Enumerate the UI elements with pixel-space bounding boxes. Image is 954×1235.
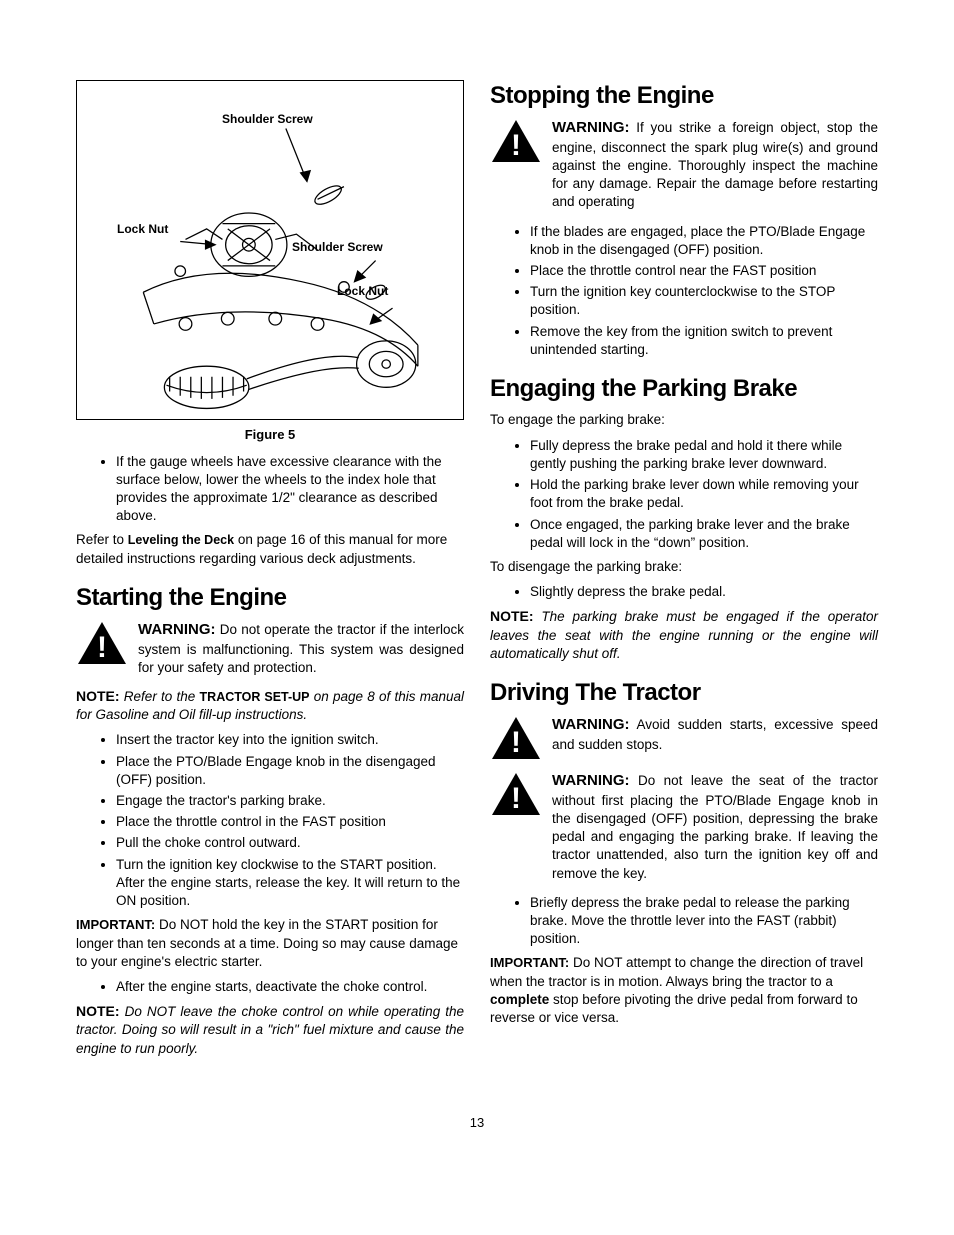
warning-text: WARNING: Avoid sudden starts, excessive … bbox=[552, 715, 878, 761]
refer-leveling-para: Refer to Leveling the Deck on page 16 of… bbox=[76, 531, 464, 567]
list-item: Hold the parking brake lever down while … bbox=[530, 475, 878, 512]
tractor-setup-ref: TRACTOR SET-UP bbox=[200, 690, 310, 704]
stopping-warning-block: ! WARNING: If you strike a foreign objec… bbox=[490, 118, 878, 211]
stopping-bullets: If the blades are engaged, place the PTO… bbox=[490, 222, 878, 360]
list-item: Turn the ignition key clockwise to the S… bbox=[116, 855, 464, 911]
text: Refer to bbox=[76, 532, 128, 547]
warning-icon: ! bbox=[490, 771, 542, 817]
list-item: Slightly depress the brake pedal. bbox=[530, 582, 878, 601]
left-column: Shoulder Screw Lock Nut Shoulder Screw L… bbox=[76, 80, 464, 1064]
warning-label: WARNING: bbox=[552, 716, 630, 733]
svg-text:!: ! bbox=[97, 631, 107, 664]
warning-label: WARNING: bbox=[552, 119, 630, 136]
warning-text: WARNING: Do not leave the seat of the tr… bbox=[552, 771, 878, 882]
list-item: If the blades are engaged, place the PTO… bbox=[530, 222, 878, 259]
warning-icon: ! bbox=[490, 715, 542, 761]
page-number: 13 bbox=[76, 1114, 878, 1132]
text: The parking brake must be engaged if the… bbox=[490, 609, 878, 660]
starting-important: IMPORTANT: Do NOT hold the key in the ST… bbox=[76, 916, 464, 971]
parking-bullets: Fully depress the brake pedal and hold i… bbox=[490, 436, 878, 552]
parking-disengage-list: Slightly depress the brake pedal. bbox=[490, 582, 878, 601]
page-columns: Shoulder Screw Lock Nut Shoulder Screw L… bbox=[76, 80, 878, 1064]
parking-disengage-intro: To disengage the parking brake: bbox=[490, 558, 878, 576]
text: Refer to the bbox=[124, 689, 200, 704]
driving-important: IMPORTANT: Do NOT attempt to change the … bbox=[490, 954, 878, 1027]
figure-5-illustration bbox=[77, 81, 463, 419]
list-item: Turn the ignition key counterclockwise t… bbox=[530, 282, 878, 319]
figure-5-box: Shoulder Screw Lock Nut Shoulder Screw L… bbox=[76, 80, 464, 420]
driving-heading: Driving The Tractor bbox=[490, 677, 878, 709]
list-item: Once engaged, the parking brake lever an… bbox=[530, 515, 878, 552]
list-item: Insert the tractor key into the ignition… bbox=[116, 730, 464, 749]
warning-text: WARNING: Do not operate the tractor if t… bbox=[138, 620, 464, 677]
parking-brake-heading: Engaging the Parking Brake bbox=[490, 373, 878, 405]
leveling-deck-ref: Leveling the Deck bbox=[128, 533, 234, 547]
svg-text:!: ! bbox=[511, 129, 521, 162]
text: Do NOT leave the choke control on while … bbox=[76, 1004, 464, 1055]
warning-icon: ! bbox=[490, 118, 542, 164]
warning-text: WARNING: If you strike a foreign object,… bbox=[552, 118, 878, 211]
important-label: IMPORTANT: bbox=[76, 917, 155, 932]
warning-label: WARNING: bbox=[552, 772, 630, 789]
complete-bold: complete bbox=[490, 992, 549, 1007]
starting-bullets: Insert the tractor key into the ignition… bbox=[76, 730, 464, 910]
starting-warning-block: ! WARNING: Do not operate the tractor if… bbox=[76, 620, 464, 677]
driving-warning2-block: ! WARNING: Do not leave the seat of the … bbox=[490, 771, 878, 882]
svg-text:!: ! bbox=[511, 726, 521, 759]
driving-warning1-block: ! WARNING: Avoid sudden starts, excessiv… bbox=[490, 715, 878, 761]
important-label: IMPORTANT: bbox=[490, 955, 569, 970]
list-item: Remove the key from the ignition switch … bbox=[530, 322, 878, 359]
starting-note2: NOTE: Do NOT leave the choke control on … bbox=[76, 1002, 464, 1058]
list-item: Fully depress the brake pedal and hold i… bbox=[530, 436, 878, 473]
figure-5-caption: Figure 5 bbox=[76, 426, 464, 444]
parking-intro: To engage the parking brake: bbox=[490, 411, 878, 429]
list-item: Briefly depress the brake pedal to relea… bbox=[530, 893, 878, 949]
text: Do not leave the seat of the tractor wit… bbox=[552, 773, 878, 880]
list-item: Pull the choke control outward. bbox=[116, 833, 464, 852]
starting-engine-heading: Starting the Engine bbox=[76, 582, 464, 614]
list-item: Engage the tractor's parking brake. bbox=[116, 791, 464, 810]
warning-icon: ! bbox=[76, 620, 128, 666]
right-column: Stopping the Engine ! WARNING: If you st… bbox=[490, 80, 878, 1064]
svg-text:!: ! bbox=[511, 782, 521, 815]
warning-label: WARNING: bbox=[138, 621, 216, 638]
list-item: If the gauge wheels have excessive clear… bbox=[116, 452, 464, 526]
note-label: NOTE: bbox=[76, 1003, 120, 1019]
list-item: Place the throttle control near the FAST… bbox=[530, 261, 878, 280]
starting-note: NOTE: Refer to the TRACTOR SET-UP on pag… bbox=[76, 687, 464, 724]
list-item: Place the throttle control in the FAST p… bbox=[116, 812, 464, 831]
note-label: NOTE: bbox=[76, 688, 120, 704]
stopping-engine-heading: Stopping the Engine bbox=[490, 80, 878, 112]
gauge-wheels-list: If the gauge wheels have excessive clear… bbox=[76, 452, 464, 526]
driving-bullets: Briefly depress the brake pedal to relea… bbox=[490, 893, 878, 949]
list-item: Place the PTO/Blade Engage knob in the d… bbox=[116, 752, 464, 789]
starting-after-list: After the engine starts, deactivate the … bbox=[76, 977, 464, 996]
list-item: After the engine starts, deactivate the … bbox=[116, 977, 464, 996]
note-label: NOTE: bbox=[490, 608, 534, 624]
parking-note: NOTE: The parking brake must be engaged … bbox=[490, 607, 878, 663]
